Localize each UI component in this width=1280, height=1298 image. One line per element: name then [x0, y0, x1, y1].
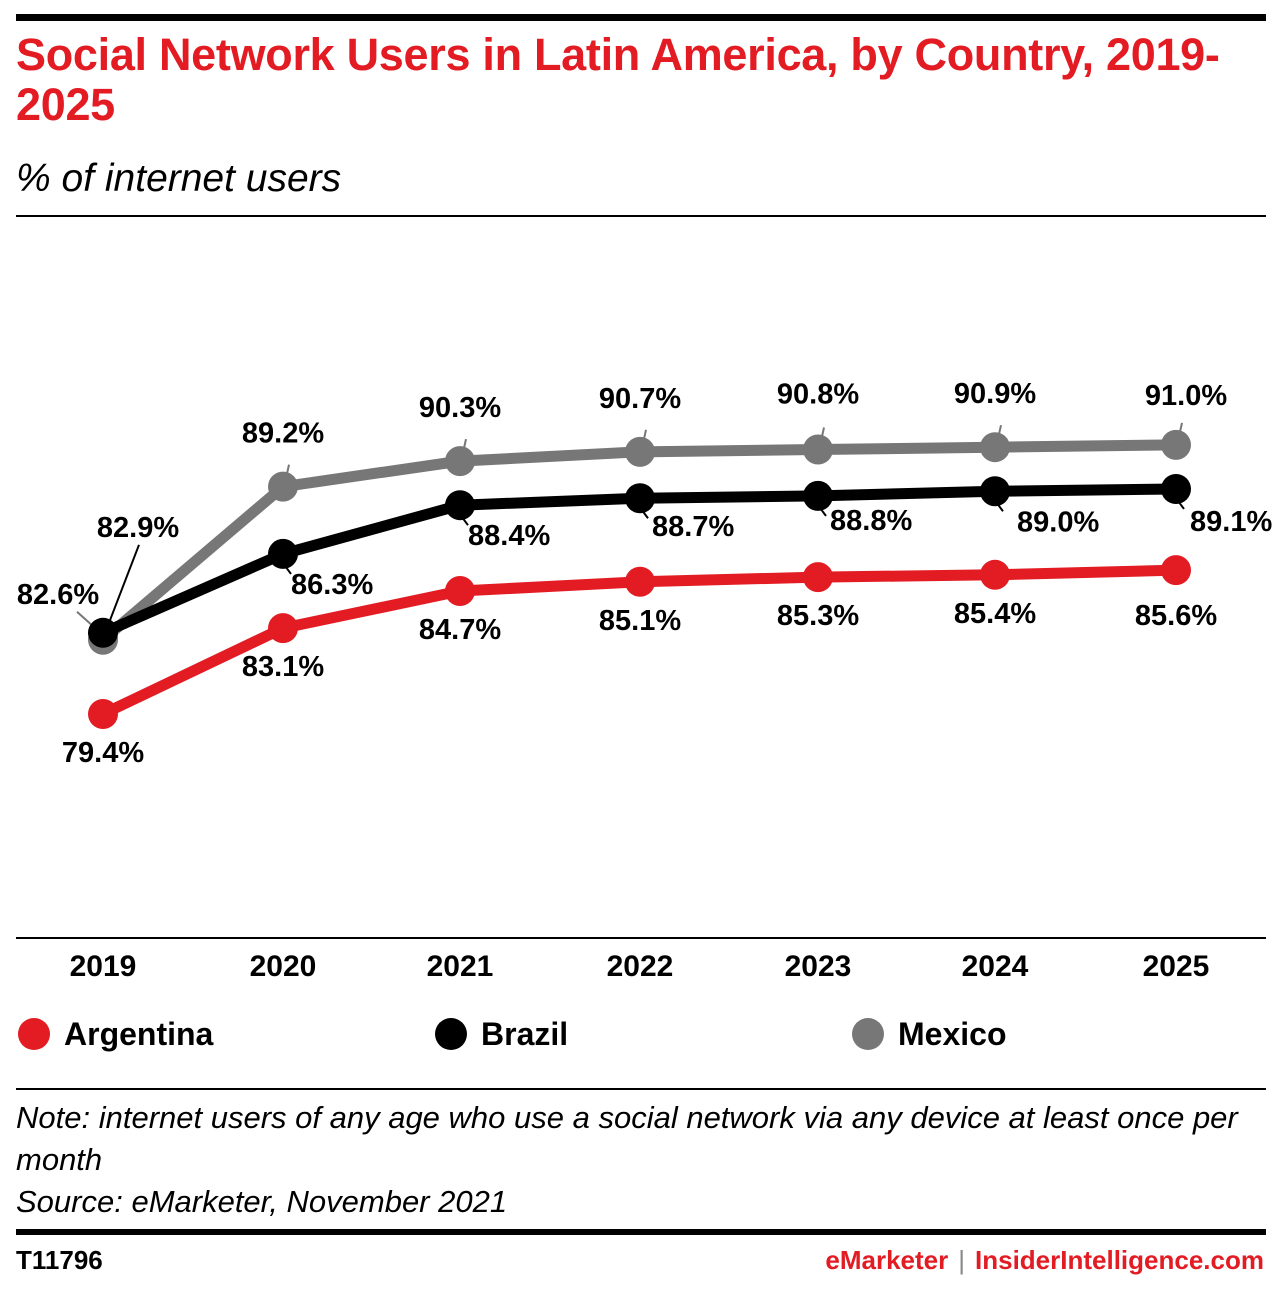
x-tick-2025: 2025: [1143, 950, 1210, 983]
data-point-argentina-2025: [1161, 555, 1191, 586]
data-point-mexico-2020: [268, 471, 298, 502]
leader-mexico-2020: [286, 464, 290, 474]
brand-separator: |: [958, 1245, 966, 1275]
legend-item-mexico: Mexico: [852, 1012, 1006, 1056]
data-label-mexico-2025: 91.0%: [1145, 380, 1227, 412]
data-label-brazil-2019: 82.9%: [97, 512, 179, 544]
data-label-brazil-2023: 88.8%: [830, 505, 912, 537]
legend-label-mexico: Mexico: [898, 1016, 1007, 1052]
legend-swatch-brazil: [435, 1018, 467, 1050]
data-label-argentina-2020: 83.1%: [242, 651, 324, 683]
data-label-brazil-2025: 89.1%: [1190, 506, 1272, 538]
leader-mexico-2025: [1179, 422, 1183, 433]
x-tick-2023: 2023: [785, 950, 852, 983]
note-text: Note: internet users of any age who use …: [16, 1100, 1238, 1177]
x-tick-2024: 2024: [962, 950, 1029, 983]
data-label-brazil-2020: 86.3%: [291, 569, 373, 601]
data-point-mexico-2024: [980, 432, 1010, 463]
line-chart: 79.4% 83.1% 84.7% 85.1% 85.3% 85.4% 85.6% 82.9%…: [16, 378, 1273, 983]
chart-title: Social Network Users in Latin America, b…: [16, 29, 1220, 130]
leader-mexico-2024: [998, 424, 1002, 435]
legend-label-brazil: Brazil: [481, 1016, 569, 1052]
leader-brazil-2019: [108, 544, 140, 624]
data-label-mexico-2024: 90.9%: [954, 378, 1036, 410]
data-point-argentina-2024: [980, 559, 1010, 590]
data-point-brazil-2024: [980, 476, 1010, 507]
data-point-mexico-2025: [1161, 429, 1191, 460]
notes: Note: internet users of any age who use …: [16, 1097, 1266, 1223]
x-tick-2019: 2019: [70, 950, 137, 983]
data-label-argentina-2021: 84.7%: [419, 614, 501, 646]
data-label-brazil-2022: 88.7%: [652, 511, 734, 543]
data-point-mexico-2023: [803, 434, 833, 465]
x-tick-2022: 2022: [607, 950, 674, 983]
data-point-mexico-2022: [625, 436, 655, 467]
data-point-brazil-2020: [268, 538, 298, 569]
legend-item-argentina: Argentina: [18, 1012, 213, 1056]
legend: Argentina Brazil Mexico: [0, 1012, 1280, 1058]
data-point-brazil-2025: [1161, 473, 1191, 504]
data-label-argentina-2025: 85.6%: [1135, 600, 1217, 632]
leader-mexico-2023: [821, 427, 825, 437]
legend-item-brazil: Brazil: [435, 1012, 568, 1056]
footer-divider: [16, 1088, 1266, 1090]
data-point-brazil-2022: [625, 483, 655, 514]
legend-label-argentina: Argentina: [64, 1016, 214, 1052]
brand-insider-intelligence: InsiderIntelligence.com: [975, 1245, 1264, 1275]
source-text: Source: eMarketer, November 2021: [16, 1184, 508, 1219]
data-label-mexico-2022: 90.7%: [599, 383, 681, 415]
x-axis-ticks: 2019 2020 2021 2022 2023 2024 2025: [70, 950, 1210, 983]
data-point-argentina-2023: [803, 562, 833, 593]
data-label-argentina-2023: 85.3%: [777, 600, 859, 632]
data-point-mexico-2021: [445, 446, 475, 477]
data-point-brazil-2021: [445, 490, 475, 521]
data-point-brazil-2019: [88, 617, 118, 648]
data-point-argentina-2022: [625, 566, 655, 597]
top-rule: [16, 14, 1266, 21]
legend-swatch-argentina: [18, 1018, 50, 1050]
x-tick-2020: 2020: [250, 950, 317, 983]
header-divider: [16, 215, 1266, 217]
data-label-argentina-2024: 85.4%: [954, 598, 1036, 630]
leader-mexico-2021: [463, 438, 467, 449]
data-point-argentina-2020: [268, 613, 298, 644]
legend-swatch-mexico: [852, 1018, 884, 1050]
series-points: [88, 429, 1191, 729]
bottom-rule: [16, 1229, 1266, 1235]
x-tick-2021: 2021: [427, 950, 494, 983]
data-label-mexico-2023: 90.8%: [777, 379, 859, 411]
chart-id: T11796: [16, 1245, 103, 1275]
data-label-mexico-2020: 89.2%: [242, 418, 324, 450]
chart-subtitle: % of internet users: [16, 157, 342, 200]
brand-emarketer: eMarketer: [825, 1245, 949, 1275]
data-label-argentina-2022: 85.1%: [599, 605, 681, 637]
data-label-argentina-2019: 79.4%: [62, 737, 144, 769]
data-point-argentina-2021: [445, 576, 475, 607]
leader-mexico-2022: [643, 429, 647, 440]
data-labels: 79.4% 83.1% 84.7% 85.1% 85.3% 85.4% 85.6% 82.9%…: [17, 378, 1273, 769]
data-point-argentina-2019: [88, 699, 118, 729]
data-label-brazil-2021: 88.4%: [468, 520, 550, 552]
data-point-brazil-2023: [803, 480, 833, 511]
data-label-mexico-2019: 82.6%: [17, 579, 99, 611]
footer-brand: eMarketer | InsiderIntelligence.com: [825, 1244, 1264, 1276]
data-label-mexico-2021: 90.3%: [419, 392, 501, 424]
data-label-brazil-2024: 89.0%: [1017, 506, 1099, 538]
